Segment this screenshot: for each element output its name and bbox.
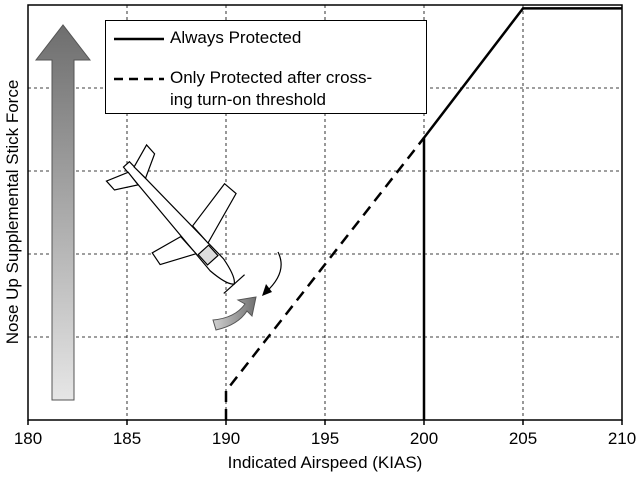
- x-ticks: 180 185 190 195 200 205 210: [14, 420, 636, 448]
- x-tick-label: 185: [113, 429, 141, 448]
- x-tick-label: 210: [608, 429, 636, 448]
- x-tick-label: 200: [410, 429, 438, 448]
- series-line: [224, 137, 425, 420]
- series-lines: [224, 7, 622, 420]
- pitch-arrow-icon: [212, 296, 257, 331]
- force-arrow-icon: [34, 24, 92, 401]
- x-tick-label: 180: [14, 429, 42, 448]
- legend: Always Protected Only Protected after cro…: [105, 20, 427, 114]
- legend-entry: Always Protected: [114, 27, 301, 49]
- x-tick-label: 205: [509, 429, 537, 448]
- legend-label: Always Protected: [170, 28, 302, 47]
- legend-entry: Only Protected after cross- ing turn-on …: [114, 67, 372, 111]
- pitch-curve-head: [262, 284, 272, 296]
- series-line: [422, 7, 622, 420]
- legend-label: Only Protected after cross- ing turn-on …: [170, 68, 373, 109]
- x-tick-label: 190: [212, 429, 240, 448]
- x-tick-label: 195: [311, 429, 339, 448]
- y-axis-label: Nose Up Supplemental Stick Force: [3, 80, 22, 345]
- x-axis-label: Indicated Airspeed (KIAS): [228, 453, 423, 472]
- airplane-icon: [105, 143, 245, 294]
- legend-swatch: [114, 37, 164, 41]
- pitch-curve-icon: [265, 251, 282, 293]
- legend-swatch: [114, 77, 164, 81]
